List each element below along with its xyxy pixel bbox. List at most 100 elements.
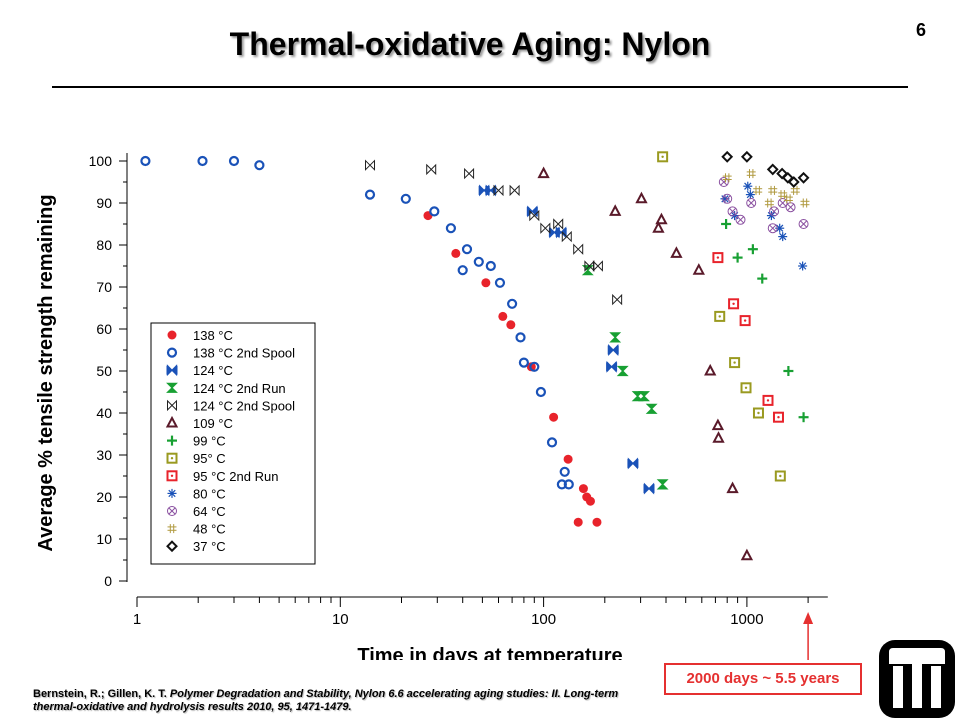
data-point xyxy=(712,252,724,264)
legend-entry: 124 °C 2nd Spool xyxy=(193,398,295,413)
data-point xyxy=(778,190,788,200)
x-axis-label: Time in days at temperature xyxy=(357,645,622,660)
data-point xyxy=(729,357,741,369)
data-point xyxy=(546,437,558,448)
data-point xyxy=(494,277,506,288)
slide-title: Thermal-oxidative Aging: Nylon xyxy=(229,26,711,62)
data-point xyxy=(656,479,669,490)
data-point xyxy=(573,243,584,255)
legend-entry: 48 °C xyxy=(193,522,226,537)
data-point xyxy=(752,407,764,419)
data-point xyxy=(735,214,746,225)
data-point xyxy=(743,181,753,191)
data-point xyxy=(481,278,491,288)
data-point xyxy=(555,226,567,239)
data-point xyxy=(798,261,808,271)
data-point xyxy=(493,184,504,197)
data-point xyxy=(549,412,559,422)
data-point xyxy=(509,184,520,197)
data-point xyxy=(506,320,516,330)
data-point xyxy=(451,248,461,258)
data-point xyxy=(365,159,376,171)
data-point xyxy=(535,386,547,398)
duration-callout: 2000 days ~ 5.5 years xyxy=(664,663,862,695)
legend-entry: 124 °C xyxy=(193,363,233,378)
data-point xyxy=(787,176,800,188)
data-point xyxy=(464,167,475,180)
legend-marker xyxy=(166,540,178,553)
y-tick-label: 80 xyxy=(96,237,112,253)
y-tick-label: 90 xyxy=(96,195,112,211)
chart-legend: 138 °C 138 °C 2nd Spool 124 °C 124 °C 2nd R… xyxy=(165,328,295,554)
data-point xyxy=(722,173,732,183)
data-point xyxy=(740,548,754,561)
legend-marker xyxy=(167,399,177,412)
data-point xyxy=(745,190,755,200)
data-point xyxy=(540,222,551,234)
citation-authors: Bernstein, R.; Gillen, K. T. xyxy=(33,688,167,700)
data-point xyxy=(457,265,468,276)
data-point xyxy=(426,163,437,176)
y-tick-label: 40 xyxy=(96,405,112,421)
data-point xyxy=(585,496,595,506)
legend-marker xyxy=(166,382,178,393)
legend-marker xyxy=(167,488,177,498)
data-point xyxy=(740,150,753,163)
data-point xyxy=(718,177,729,187)
y-tick-label: 10 xyxy=(96,531,112,547)
data-point xyxy=(645,403,658,414)
data-point xyxy=(746,198,757,208)
data-point xyxy=(559,466,570,477)
data-point xyxy=(657,151,669,163)
data-point xyxy=(485,260,496,272)
data-point xyxy=(254,160,265,171)
data-point xyxy=(798,219,809,229)
data-point xyxy=(609,332,622,343)
data-point xyxy=(746,169,756,179)
data-point xyxy=(711,418,725,431)
citation: Bernstein, R.; Gillen, K. T. Polymer Deg… xyxy=(33,688,643,714)
data-point xyxy=(655,212,668,225)
data-point xyxy=(768,185,778,195)
y-axis-label: Average % tensile strength remaining xyxy=(35,194,57,551)
legend-entry: 95° C xyxy=(193,451,226,466)
data-point xyxy=(797,171,810,184)
legend-marker xyxy=(166,470,178,482)
data-point xyxy=(783,194,793,204)
data-point xyxy=(609,204,622,216)
legend-marker xyxy=(166,347,178,358)
legend-entry: 95 °C 2nd Run xyxy=(193,469,278,484)
data-point xyxy=(732,252,743,263)
title-divider xyxy=(52,86,908,88)
y-tick-label: 30 xyxy=(96,447,112,463)
citation-work: Polymer Degradation and Stability, Nylon… xyxy=(33,688,619,713)
data-point xyxy=(798,412,809,423)
data-point xyxy=(762,394,774,406)
data-point xyxy=(529,361,540,372)
data-point xyxy=(592,260,603,272)
data-point xyxy=(563,454,573,464)
data-point xyxy=(643,482,655,495)
y-tick-labels: 0 10 20 30 40 50 60 70 80 90 100 xyxy=(89,153,113,589)
x-tick-label: 10 xyxy=(332,611,349,628)
data-point xyxy=(197,155,208,167)
data-point xyxy=(228,155,240,167)
data-point xyxy=(767,223,778,234)
data-point xyxy=(704,363,717,376)
callout-arrow xyxy=(803,612,814,660)
data-points xyxy=(140,150,810,561)
y-tick-label: 0 xyxy=(104,573,112,589)
legend-entry: 138 °C 2nd Spool xyxy=(193,346,295,361)
legend-entry: 109 °C xyxy=(193,416,233,431)
legend-marker xyxy=(167,506,177,516)
legend-marker xyxy=(167,524,177,534)
data-point xyxy=(507,298,518,309)
legend-marker xyxy=(166,452,178,464)
data-point xyxy=(769,206,780,217)
y-tick-label: 70 xyxy=(96,279,112,295)
y-tick-label: 100 xyxy=(89,153,113,169)
data-point xyxy=(627,457,639,470)
data-point xyxy=(753,185,763,195)
legend-marker xyxy=(167,435,177,446)
legend-entry: 80 °C xyxy=(193,486,226,501)
